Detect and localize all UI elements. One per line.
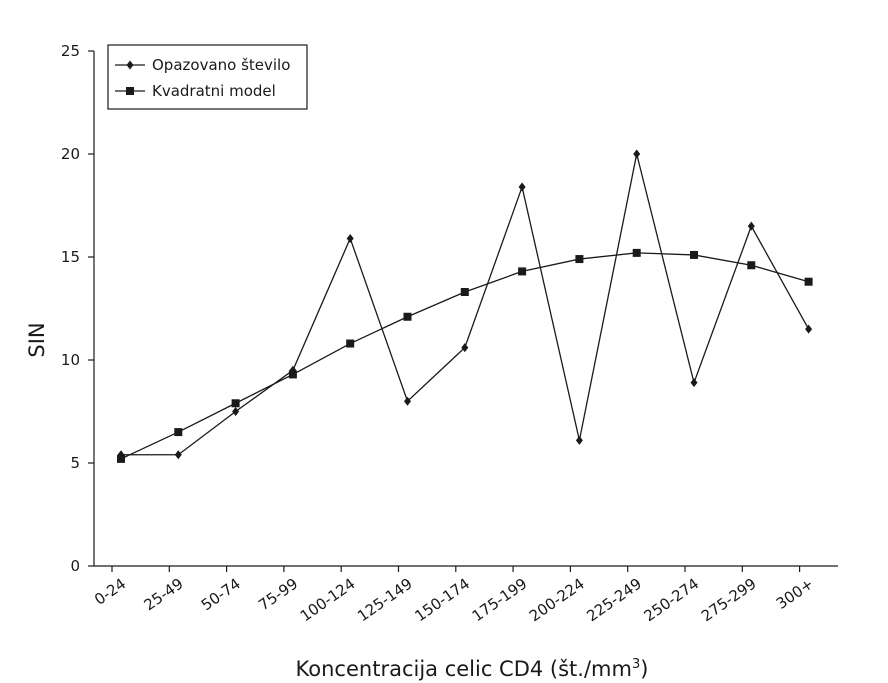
- y-tick-label: 0: [70, 557, 80, 575]
- y-tick-label: 5: [70, 454, 80, 472]
- series-layer: [117, 149, 813, 463]
- data-point-square: [747, 261, 756, 270]
- legend: Opazovano število Kvadratni model: [107, 44, 308, 110]
- data-point-square: [690, 250, 698, 259]
- x-tick-label: 125-149: [354, 575, 416, 626]
- legend-marker-square: [126, 87, 134, 95]
- y-axis: 0 5 10 15 20 25: [61, 42, 95, 575]
- data-point-diamond: [518, 182, 526, 192]
- data-point-diamond: [232, 407, 240, 416]
- data-point-square: [403, 312, 412, 321]
- x-tick-label: 300+: [773, 575, 817, 613]
- x-tick-label: 200-224: [526, 575, 588, 626]
- data-point-square: [231, 399, 240, 408]
- x-tick-label: 150-174: [411, 575, 473, 626]
- x-axis: 0-24 25-49 50-74 75-99100-124125-149150-174…: [91, 565, 838, 626]
- x-tick-label: 225-249: [583, 575, 645, 626]
- legend-label-2: Kvadratni model: [152, 82, 276, 100]
- data-point-square: [804, 277, 813, 286]
- x-tick-label: 50-74: [198, 575, 244, 615]
- x-axis-title-superscript: 3: [632, 657, 640, 672]
- data-point-diamond: [461, 343, 469, 353]
- y-tick-label: 20: [61, 145, 80, 163]
- x-axis-title-suffix: ): [640, 657, 648, 681]
- data-point-square: [174, 428, 183, 437]
- y-tick-label: 10: [61, 351, 80, 369]
- y-axis-title: SIN: [25, 322, 49, 357]
- data-point-square: [346, 339, 355, 348]
- x-tick-label: 100-124: [297, 575, 359, 626]
- x-tick-label: 0-24: [91, 575, 129, 609]
- data-point-diamond: [346, 233, 354, 243]
- data-point-diamond: [404, 396, 411, 406]
- data-point-diamond: [747, 221, 755, 231]
- data-point-diamond: [174, 450, 182, 460]
- data-point-square: [460, 288, 469, 297]
- data-point-square: [632, 248, 641, 257]
- data-point-square: [518, 267, 527, 276]
- data-point-square: [575, 255, 584, 264]
- legend-marker-diamond: [126, 60, 134, 70]
- y-tick-label: 15: [61, 248, 80, 266]
- x-tick-label: 250-274: [641, 575, 703, 626]
- x-tick-label: 25-49: [141, 575, 187, 615]
- data-point-diamond: [805, 324, 813, 334]
- x-tick-label: 275-299: [698, 575, 760, 626]
- x-axis-title: Koncentracija celic CD4 (št./mm3): [296, 657, 649, 681]
- x-tick-label: 75-99: [255, 575, 301, 615]
- data-point-diamond: [690, 378, 698, 388]
- legend-box: [107, 44, 308, 110]
- y-tick-label: 25: [61, 42, 80, 60]
- x-axis-title-main: Koncentracija celic CD4 (št./mm: [296, 657, 632, 681]
- legend-label-1: Opazovano število: [152, 56, 290, 74]
- x-tick-label: 175-199: [469, 575, 531, 626]
- data-point-square: [288, 370, 297, 379]
- series-line-2: [120, 252, 809, 460]
- data-point-diamond: [633, 149, 641, 159]
- data-point-diamond: [575, 435, 583, 445]
- data-point-square: [117, 454, 125, 463]
